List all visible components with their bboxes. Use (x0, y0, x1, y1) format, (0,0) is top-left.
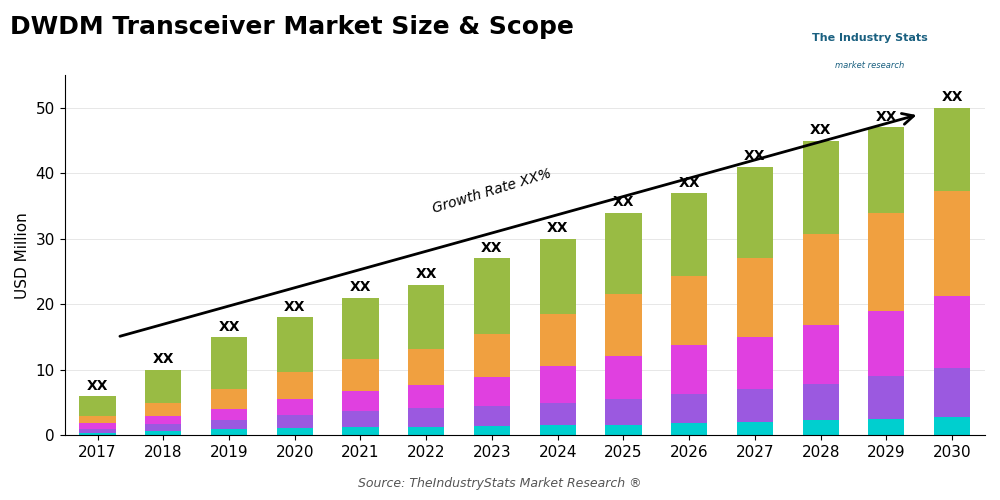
Bar (737, 337, 773, 390)
Bar (277, 318, 313, 372)
Text: XX: XX (678, 176, 700, 190)
Bar (737, 258, 773, 337)
Bar (342, 298, 379, 358)
Bar (79, 432, 116, 436)
Text: XX: XX (744, 150, 766, 164)
Bar (342, 411, 379, 428)
Bar (408, 427, 444, 436)
Bar (277, 372, 313, 398)
Bar (934, 417, 970, 436)
Bar (540, 239, 576, 314)
Text: XX: XX (218, 320, 240, 334)
Bar (868, 419, 904, 436)
Bar (408, 408, 444, 427)
Text: XX: XX (547, 222, 568, 235)
Bar (605, 398, 642, 425)
Bar (342, 428, 379, 436)
Bar (671, 424, 707, 436)
Bar (671, 345, 707, 394)
Bar (408, 284, 444, 350)
Bar (474, 334, 510, 377)
Bar (474, 406, 510, 426)
Bar (408, 350, 444, 386)
Bar (737, 422, 773, 436)
Bar (211, 430, 247, 436)
Bar (868, 311, 904, 376)
Bar (671, 394, 707, 424)
Bar (540, 366, 576, 402)
Text: XX: XX (941, 90, 963, 104)
Bar (342, 358, 379, 392)
Text: The Industry Stats: The Industry Stats (812, 33, 928, 43)
Text: DWDM Transceiver Market Size & Scope: DWDM Transceiver Market Size & Scope (10, 15, 574, 39)
Text: XX: XX (153, 352, 174, 366)
Bar (277, 428, 313, 436)
Bar (605, 356, 642, 399)
Bar (934, 368, 970, 417)
Bar (803, 140, 839, 234)
Bar (145, 402, 181, 415)
Bar (803, 234, 839, 325)
Bar (79, 428, 116, 432)
Bar (934, 108, 970, 191)
Y-axis label: USD Million: USD Million (15, 212, 30, 298)
Bar (211, 409, 247, 420)
Bar (540, 314, 576, 366)
Bar (211, 337, 247, 390)
Bar (474, 377, 510, 406)
Bar (605, 212, 642, 294)
Bar (803, 325, 839, 384)
Bar (605, 294, 642, 356)
Bar (868, 376, 904, 419)
Bar (605, 425, 642, 436)
Bar (79, 416, 116, 424)
Text: XX: XX (350, 280, 371, 294)
Bar (868, 212, 904, 311)
Bar (540, 426, 576, 436)
Text: market research: market research (835, 62, 905, 70)
Bar (145, 416, 181, 424)
Bar (671, 276, 707, 345)
Bar (211, 420, 247, 430)
Text: XX: XX (87, 378, 108, 392)
Text: XX: XX (415, 268, 437, 281)
Bar (277, 398, 313, 415)
Bar (737, 390, 773, 422)
Bar (934, 296, 970, 368)
Text: XX: XX (481, 241, 503, 255)
Text: Growth Rate XX%: Growth Rate XX% (431, 166, 553, 216)
Bar (342, 392, 379, 411)
Bar (868, 128, 904, 212)
Bar (79, 424, 116, 428)
Text: XX: XX (810, 123, 831, 137)
Bar (737, 166, 773, 258)
Bar (79, 396, 116, 415)
Bar (803, 420, 839, 436)
Bar (934, 191, 970, 296)
Text: XX: XX (613, 196, 634, 209)
Bar (211, 390, 247, 409)
Bar (408, 386, 444, 408)
Bar (277, 415, 313, 428)
Bar (474, 258, 510, 334)
Bar (540, 402, 576, 425)
Bar (145, 424, 181, 430)
Bar (474, 426, 510, 436)
Text: XX: XX (876, 110, 897, 124)
Bar (803, 384, 839, 420)
Bar (145, 430, 181, 436)
Bar (145, 370, 181, 402)
Text: XX: XX (284, 300, 305, 314)
Text: Source: TheIndustryStats Market Research ®: Source: TheIndustryStats Market Research… (358, 477, 642, 490)
Bar (671, 193, 707, 276)
